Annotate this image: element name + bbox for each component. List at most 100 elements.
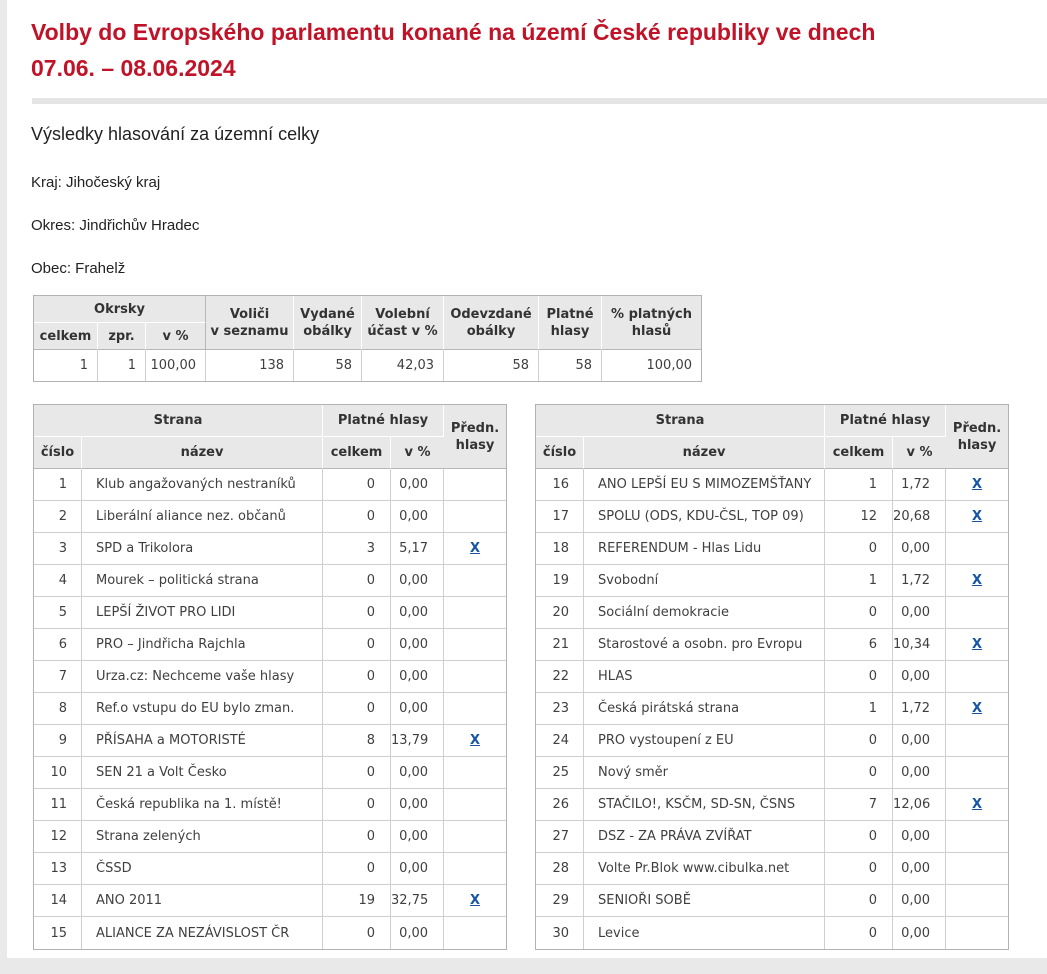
horizontal-divider xyxy=(32,98,1047,104)
preferential-votes-cell: X xyxy=(444,533,507,565)
party-row: 9 PŘÍSAHA a MOTORISTÉ 8 13,79 X xyxy=(34,725,507,757)
votes-percent-cell: 0,00 xyxy=(893,533,947,565)
party-row: 29 SENIOŘI SOBĚ 0 0,00 xyxy=(536,885,1009,917)
party-row: 27 DSZ - ZA PRÁVA ZVÍŘAT 0 0,00 xyxy=(536,821,1009,853)
party-name-cell: SPD a Trikolora xyxy=(82,533,324,565)
preferential-votes-cell: X xyxy=(946,629,1009,661)
votes-percent-cell: 0,00 xyxy=(391,597,445,629)
turnout-header: Volební účast v % xyxy=(362,296,445,350)
valid-votes-group-header: Platné hlasy xyxy=(323,405,445,437)
party-name-cell: Liberální aliance nez. občanů xyxy=(82,501,324,533)
district-label: Okres: Jindřichův Hradec xyxy=(31,217,200,234)
votes-percent-cell: 0,00 xyxy=(391,821,445,853)
party-row: 30 Levice 0 0,00 xyxy=(536,917,1009,949)
party-name-cell: HLAS xyxy=(584,661,826,693)
preferential-votes-cell xyxy=(946,821,1009,853)
votes-total-cell: 0 xyxy=(825,821,894,853)
votes-percent-cell: 0,00 xyxy=(391,501,445,533)
votes-percent-cell: 0,00 xyxy=(893,821,947,853)
votes-percent-cell: 0,00 xyxy=(391,661,445,693)
party-number-cell: 16 xyxy=(536,469,585,501)
votes-percent-cell: 0,00 xyxy=(893,597,947,629)
party-row: 1 Klub angažovaných nestraníků 0 0,00 xyxy=(34,469,507,501)
votes-total-cell: 0 xyxy=(323,693,392,725)
preferential-votes-cell: X xyxy=(946,565,1009,597)
preferential-votes-cell xyxy=(444,757,507,789)
party-table-right: Strana Platné hlasy Předn. hlasy číslo n… xyxy=(535,404,1010,950)
issued-envelopes-header: Vydané obálky xyxy=(294,296,363,350)
preferential-votes-link[interactable]: X xyxy=(972,509,983,524)
preferential-votes-cell: X xyxy=(946,469,1009,501)
votes-total-cell: 0 xyxy=(825,533,894,565)
votes-total-cell: 12 xyxy=(825,501,894,533)
party-number-cell: 3 xyxy=(34,533,82,565)
party-number-header: číslo xyxy=(536,437,585,469)
party-row: 11 Česká republika na 1. místě! 0 0,00 xyxy=(34,789,507,821)
party-name-header: název xyxy=(584,437,826,469)
party-row: 8 Ref.o vstupu do EU bylo zman. 0 0,00 xyxy=(34,693,507,725)
party-name-cell: Starostové a osobn. pro Evropu xyxy=(584,629,826,661)
preferential-votes-link[interactable]: X xyxy=(972,797,983,812)
votes-total-cell: 0 xyxy=(323,597,392,629)
party-number-cell: 14 xyxy=(34,885,82,917)
votes-total-cell: 0 xyxy=(323,565,392,597)
preferential-votes-link[interactable]: X xyxy=(470,733,481,748)
preferential-votes-cell xyxy=(946,533,1009,565)
party-number-cell: 13 xyxy=(34,853,82,885)
party-name-cell: SPOLU (ODS, KDU-ČSL, TOP 09) xyxy=(584,501,826,533)
votes-total-cell: 3 xyxy=(323,533,392,565)
preferential-votes-cell xyxy=(946,725,1009,757)
votes-percent-cell: 32,75 xyxy=(391,885,445,917)
okrsky-pct-header: v % xyxy=(146,323,207,350)
votes-percent-cell: 0,00 xyxy=(391,917,445,949)
valid-votes-pct-value: 100,00 xyxy=(602,350,702,381)
votes-total-cell: 0 xyxy=(825,725,894,757)
party-row: 18 REFERENDUM - Hlas Lidu 0 0,00 xyxy=(536,533,1009,565)
party-name-cell: REFERENDUM - Hlas Lidu xyxy=(584,533,826,565)
party-number-cell: 10 xyxy=(34,757,82,789)
preferential-votes-link[interactable]: X xyxy=(972,573,983,588)
preferential-votes-link[interactable]: X xyxy=(972,701,983,716)
preferential-votes-cell xyxy=(946,853,1009,885)
party-row: 10 SEN 21 a Volt Česko 0 0,00 xyxy=(34,757,507,789)
party-name-cell: DSZ - ZA PRÁVA ZVÍŘAT xyxy=(584,821,826,853)
voters-value: 138 xyxy=(206,350,295,381)
party-number-cell: 4 xyxy=(34,565,82,597)
party-name-cell: Levice xyxy=(584,917,826,949)
votes-total-cell: 0 xyxy=(323,469,392,501)
preferential-votes-link[interactable]: X xyxy=(972,477,983,492)
votes-total-cell: 1 xyxy=(825,565,894,597)
preferential-votes-link[interactable]: X xyxy=(470,541,481,556)
party-name-cell: Volte Pr.Blok www.cibulka.net xyxy=(584,853,826,885)
party-number-cell: 19 xyxy=(536,565,585,597)
votes-total-cell: 0 xyxy=(825,597,894,629)
party-number-cell: 8 xyxy=(34,693,82,725)
preferential-votes-header: Předn. hlasy xyxy=(946,405,1009,469)
party-name-cell: Klub angažovaných nestraníků xyxy=(82,469,324,501)
votes-percent-cell: 1,72 xyxy=(893,469,947,501)
preferential-votes-cell xyxy=(444,565,507,597)
votes-total-cell: 8 xyxy=(323,725,392,757)
votes-percent-cell: 0,00 xyxy=(391,757,445,789)
votes-total-cell: 7 xyxy=(825,789,894,821)
preferential-votes-link[interactable]: X xyxy=(470,893,481,908)
preferential-votes-link[interactable]: X xyxy=(972,637,983,652)
votes-total-cell: 0 xyxy=(323,789,392,821)
party-row: 3 SPD a Trikolora 3 5,17 X xyxy=(34,533,507,565)
votes-percent-cell: 0,00 xyxy=(391,629,445,661)
preferential-votes-cell: X xyxy=(444,725,507,757)
party-name-cell: Urza.cz: Nechceme vaše hlasy xyxy=(82,661,324,693)
strana-group-header: Strana xyxy=(34,405,324,437)
content-page: Volby do Evropského parlamentu konané na… xyxy=(7,0,1047,958)
preferential-votes-cell xyxy=(444,661,507,693)
page-title: Volby do Evropského parlamentu konané na… xyxy=(31,19,876,81)
votes-total-cell: 0 xyxy=(323,661,392,693)
preferential-votes-cell xyxy=(444,693,507,725)
party-number-cell: 29 xyxy=(536,885,585,917)
party-name-cell: ALIANCE ZA NEZÁVISLOST ČR xyxy=(82,917,324,949)
votes-percent-cell: 5,17 xyxy=(391,533,445,565)
party-number-cell: 15 xyxy=(34,917,82,949)
votes-total-cell: 0 xyxy=(323,757,392,789)
votes-total-cell: 0 xyxy=(825,853,894,885)
party-number-cell: 17 xyxy=(536,501,585,533)
